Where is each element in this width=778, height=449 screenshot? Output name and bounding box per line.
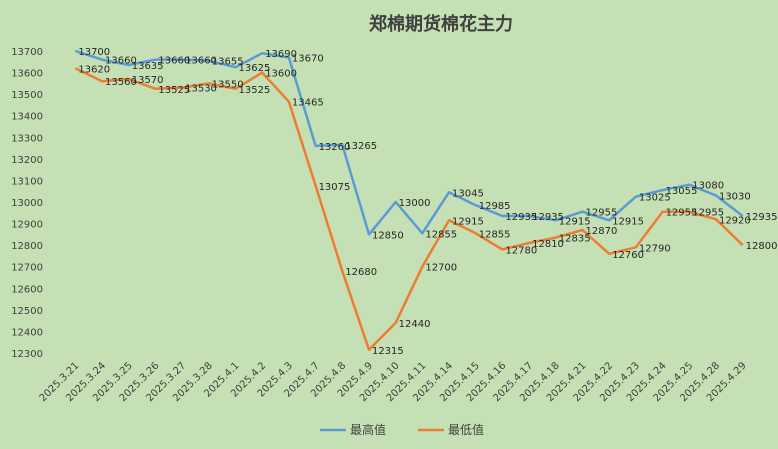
data-label: 13025 [639,193,671,204]
data-label: 13265 [345,141,377,152]
y-tick-label: 12900 [11,220,43,231]
data-label: 13600 [265,69,297,80]
legend: 最高值 最低值 [320,422,484,437]
data-label: 13260 [319,142,351,153]
data-label: 13530 [185,84,217,95]
data-label: 12835 [559,234,591,245]
data-label: 12915 [452,216,484,227]
series-lines [74,49,744,352]
data-label: 12870 [586,226,618,237]
data-label: 12810 [532,239,564,250]
y-tick-label: 12600 [11,284,43,295]
data-label: 12440 [399,319,431,330]
data-label: 13570 [132,75,164,86]
data-label: 12780 [505,245,537,256]
data-label: 13660 [158,56,190,67]
data-label: 12850 [372,230,404,241]
data-label: 13700 [78,47,110,58]
y-tick-label: 13500 [11,90,43,101]
y-tick-label: 12500 [11,306,43,317]
legend-label: 最高值 [350,422,386,437]
data-label: 12935 [746,212,778,223]
data-label: 13080 [692,181,724,192]
data-label: 13690 [265,49,297,60]
data-label: 12955 [586,208,618,219]
data-label: 13550 [212,79,244,90]
data-label: 12760 [612,250,644,261]
data-label: 12915 [559,216,591,227]
data-label: 12855 [479,229,511,240]
data-label: 13625 [239,63,271,74]
y-tick-label: 12300 [11,349,43,360]
y-tick-label: 13100 [11,176,43,187]
data-label: 12985 [479,201,511,212]
data-label: 12955 [666,208,698,219]
data-label: 13620 [78,64,110,75]
y-tick-label: 13700 [11,47,43,58]
data-label: 12315 [372,346,404,357]
data-label: 13465 [292,98,324,109]
x-axis: 2025.3.212025.3.242025.3.252025.3.262025… [38,360,749,404]
data-label: 13525 [239,85,271,96]
legend-label: 最低值 [448,422,484,437]
data-label: 13560 [105,77,137,88]
chart-title: 郑棉期货棉花主力 [369,13,513,35]
data-label: 12955 [692,208,724,219]
data-label: 12855 [425,229,457,240]
data-label: 12790 [639,243,671,254]
y-tick-label: 13000 [11,198,43,209]
data-label: 13075 [319,182,351,193]
data-label: 12680 [345,267,377,278]
data-label: 13030 [719,192,751,203]
data-label: 13655 [212,57,244,68]
data-label: 13635 [132,61,164,72]
y-axis: 12300 12400 12500 12600 12700 12800 12900 13000… [11,47,43,360]
y-tick-label: 13200 [11,155,43,166]
y-tick-label: 12400 [11,327,43,338]
data-label: 13055 [666,186,698,197]
data-label: 13660 [185,56,217,67]
data-label: 12935 [532,212,564,223]
data-label: 12935 [505,212,537,223]
y-tick-label: 12800 [11,241,43,252]
data-label: 13045 [452,188,484,199]
data-label: 12700 [425,263,457,274]
y-tick-label: 13600 [11,69,43,80]
series-line-high [74,49,744,236]
data-labels: 1370013660136351366013660136551362513690… [78,47,777,357]
y-tick-label: 13400 [11,112,43,123]
data-label: 13000 [399,198,431,209]
y-tick-label: 12700 [11,263,43,274]
data-label: 13525 [158,85,190,96]
data-label: 13670 [292,53,324,64]
data-label: 13660 [105,56,137,67]
data-label: 12915 [612,216,644,227]
data-label: 12800 [746,241,778,252]
series-line-low [74,67,744,352]
y-tick-label: 13300 [11,133,43,144]
data-label: 12920 [719,215,751,226]
